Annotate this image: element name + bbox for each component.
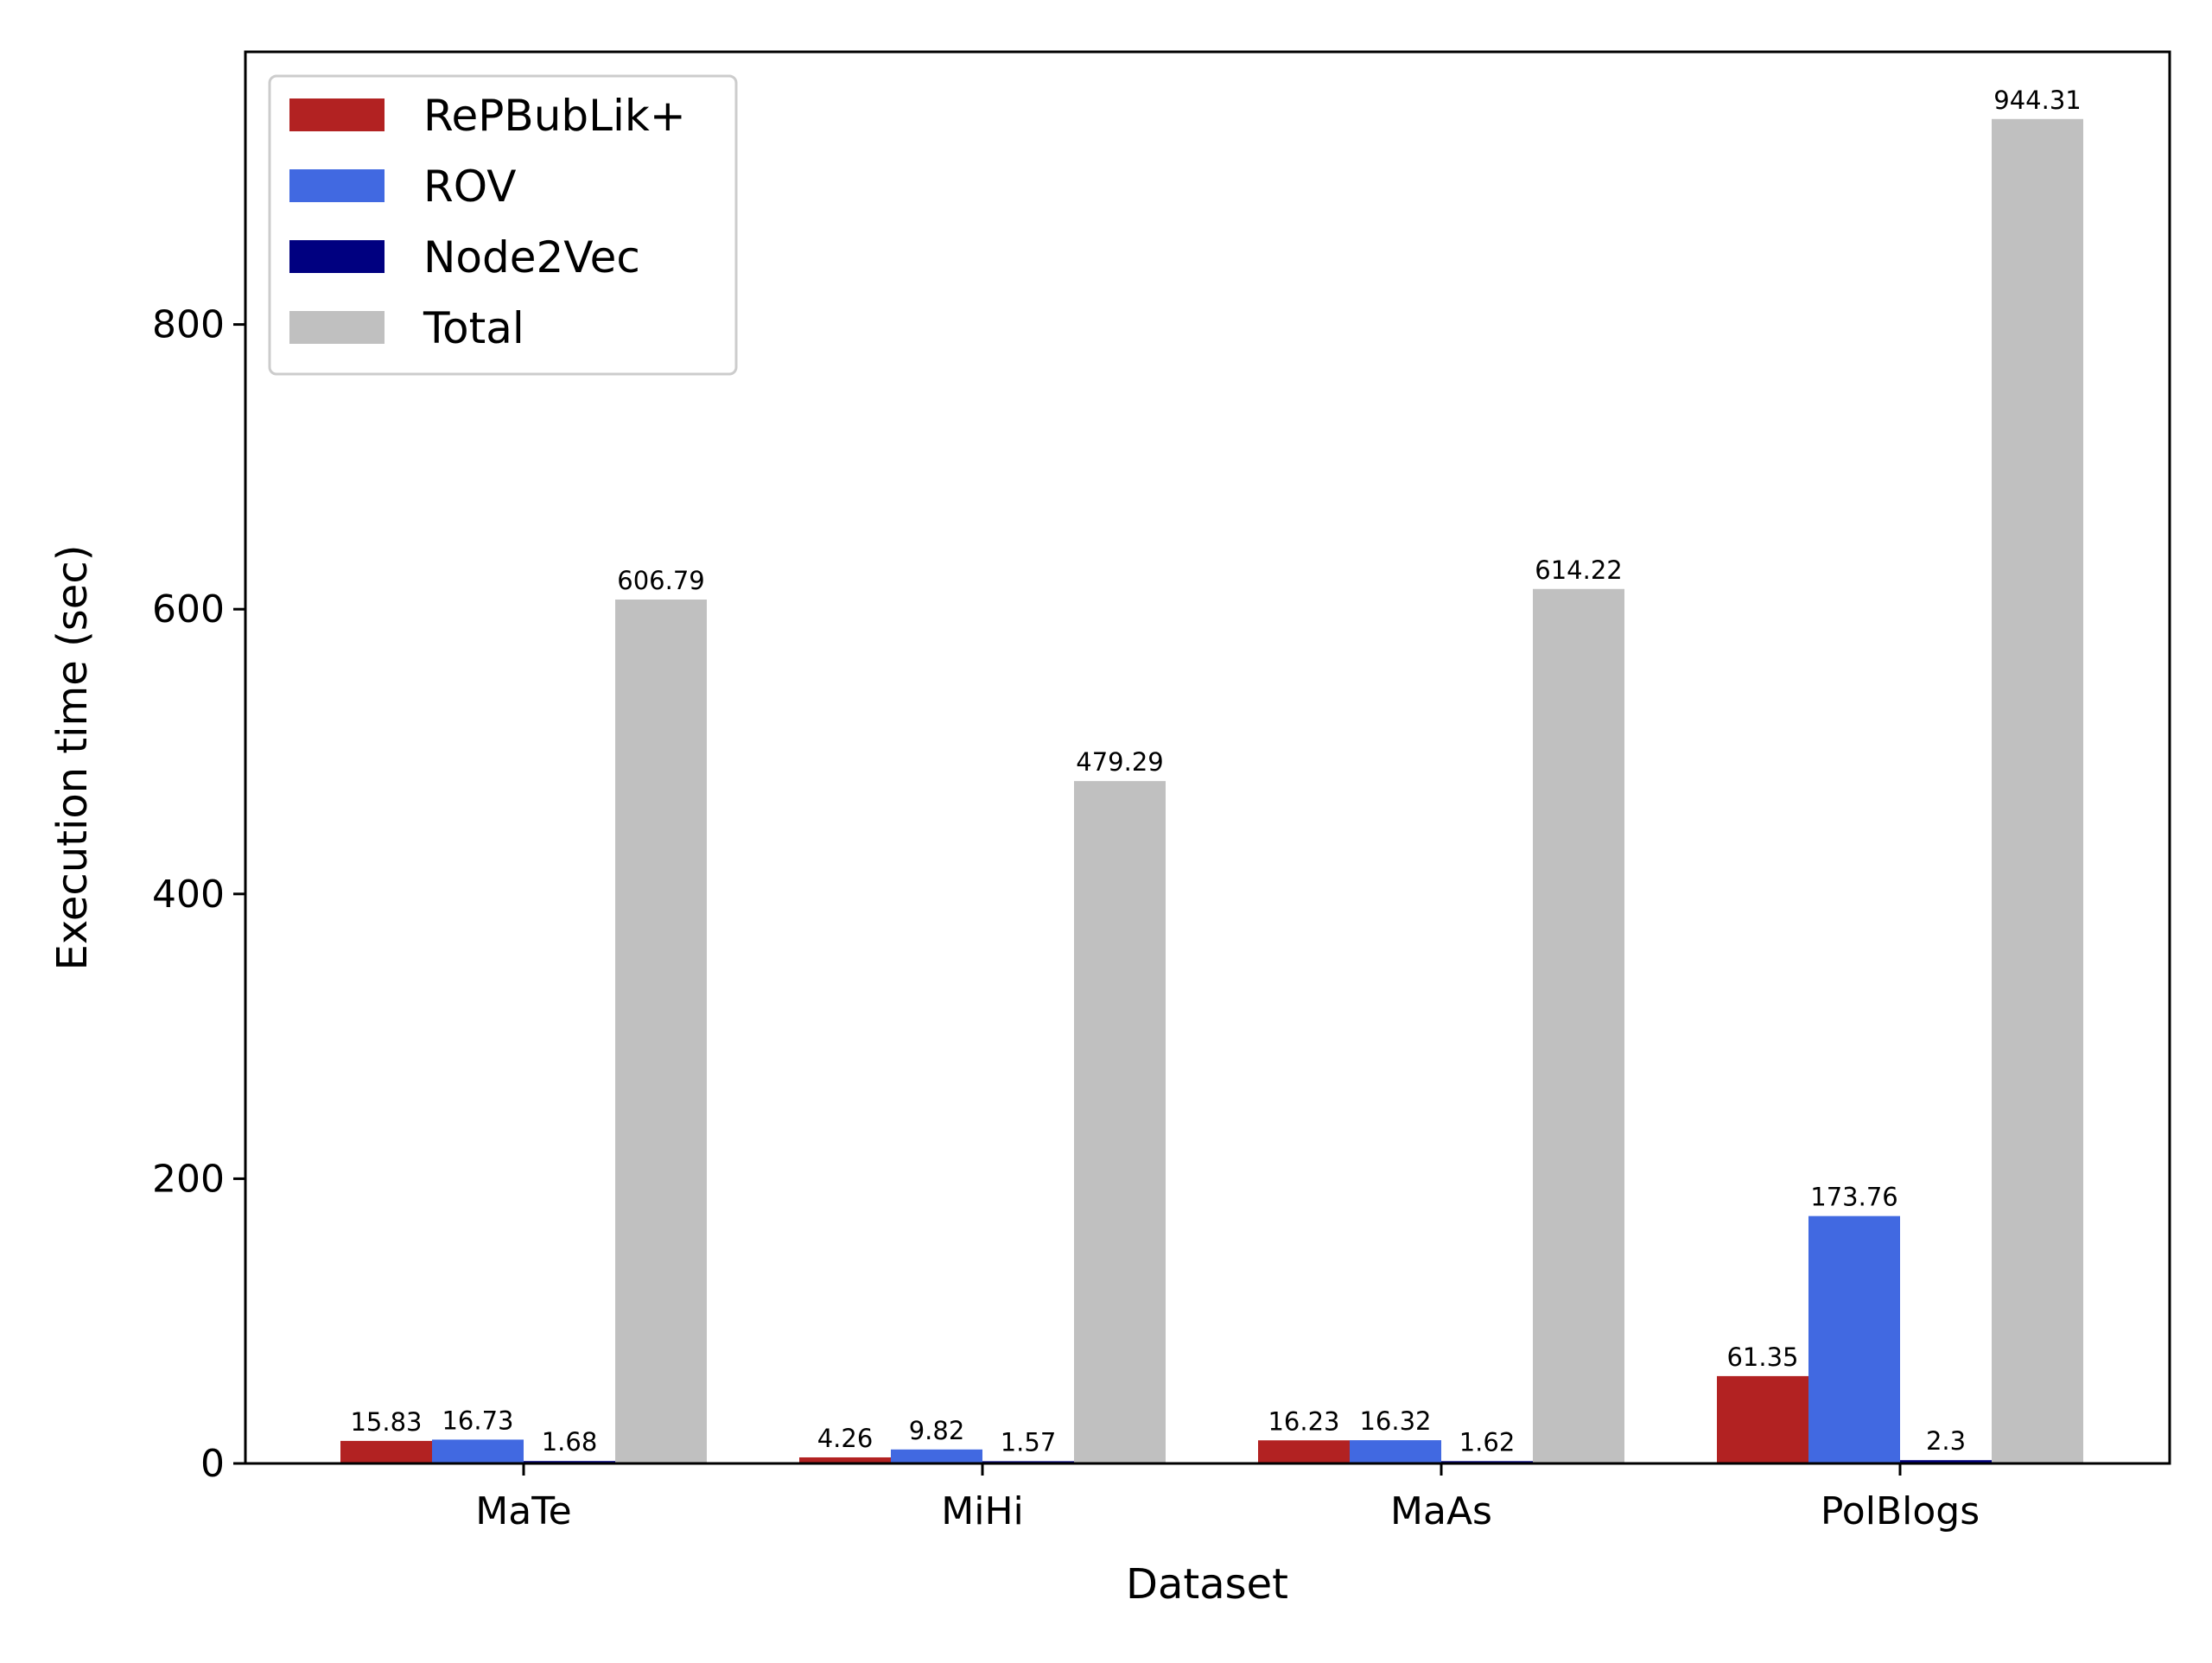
y-axis-label: Execution time (sec) — [48, 545, 97, 971]
legend-frame — [268, 74, 738, 376]
value-label-repbublik-polblogs: 61.35 — [1726, 1342, 1798, 1372]
value-label-rov-polblogs: 173.76 — [1810, 1183, 1897, 1212]
legend-swatch-total — [289, 311, 385, 344]
legend-label-rov: ROV — [423, 162, 516, 212]
bar-rov-polblogs — [1808, 1216, 1900, 1463]
value-labels-layer: 15.83 4.26 16.23 61.35 16.73 9.82 16.32 173.76 1… — [350, 86, 2081, 1457]
value-label-total-mate: 606.79 — [617, 566, 704, 595]
legend-swatch-node2vec — [289, 240, 385, 273]
bar-repbublik-maas — [1258, 1440, 1350, 1463]
y-tick-label: 200 — [152, 1157, 225, 1201]
value-label-rov-maas: 16.32 — [1359, 1406, 1431, 1436]
x-tick-label-mate: MaTe — [475, 1489, 571, 1533]
bars-layer — [340, 118, 2083, 1463]
plot-frame — [244, 50, 2171, 1465]
legend: RePBubLik+ ROV Node2Vec Total — [268, 74, 738, 376]
x-tick-label-maas: MaAs — [1390, 1489, 1492, 1533]
value-label-repbublik-maas: 16.23 — [1268, 1406, 1339, 1436]
y-tick-label: 800 — [152, 303, 225, 347]
value-label-node2vec-maas: 1.62 — [1459, 1427, 1516, 1457]
bar-total-polblogs — [1992, 118, 2083, 1463]
value-label-rov-mate: 16.73 — [442, 1406, 513, 1435]
y-axis: 0 200 400 600 800 — [152, 303, 245, 1486]
value-label-node2vec-polblogs: 2.3 — [1926, 1426, 1966, 1456]
bar-total-mihi — [1074, 781, 1166, 1463]
bar-node2vec-polblogs — [1900, 1460, 1992, 1463]
bar-rov-maas — [1350, 1440, 1441, 1463]
bar-total-maas — [1533, 588, 1624, 1463]
value-label-total-mihi: 479.29 — [1076, 747, 1163, 777]
bar-total-mate — [615, 600, 707, 1463]
legend-label-node2vec: Node2Vec — [423, 232, 640, 282]
bar-rov-mate — [432, 1439, 524, 1463]
value-label-repbublik-mihi: 4.26 — [817, 1424, 874, 1453]
value-label-total-maas: 614.22 — [1535, 555, 1622, 585]
x-tick-label-mihi: MiHi — [941, 1489, 1024, 1533]
value-label-node2vec-mihi: 1.57 — [1001, 1427, 1057, 1457]
legend-swatch-rov — [289, 169, 385, 202]
value-label-repbublik-mate: 15.83 — [350, 1407, 422, 1437]
value-label-total-polblogs: 944.31 — [1993, 86, 2081, 115]
x-axis: MaTe MiHi MaAs PolBlogs — [475, 1463, 1980, 1533]
legend-items: RePBubLik+ ROV Node2Vec Total — [289, 91, 686, 353]
y-tick-label: 400 — [152, 873, 225, 917]
bar-repbublik-mihi — [799, 1457, 891, 1463]
value-label-node2vec-mate: 1.68 — [542, 1427, 598, 1457]
y-tick-label: 0 — [200, 1442, 225, 1486]
legend-label-repbublik: RePBubLik+ — [423, 91, 686, 141]
y-tick-label: 600 — [152, 587, 225, 632]
bar-rov-mihi — [891, 1449, 982, 1463]
bar-repbublik-polblogs — [1717, 1375, 1808, 1463]
legend-label-total: Total — [423, 303, 524, 353]
bar-repbublik-mate — [340, 1440, 432, 1463]
x-tick-label-polblogs: PolBlogs — [1821, 1489, 1980, 1533]
value-label-rov-mihi: 9.82 — [909, 1416, 965, 1445]
legend-swatch-repbublik — [289, 98, 385, 131]
x-axis-label: Dataset — [1126, 1560, 1288, 1609]
